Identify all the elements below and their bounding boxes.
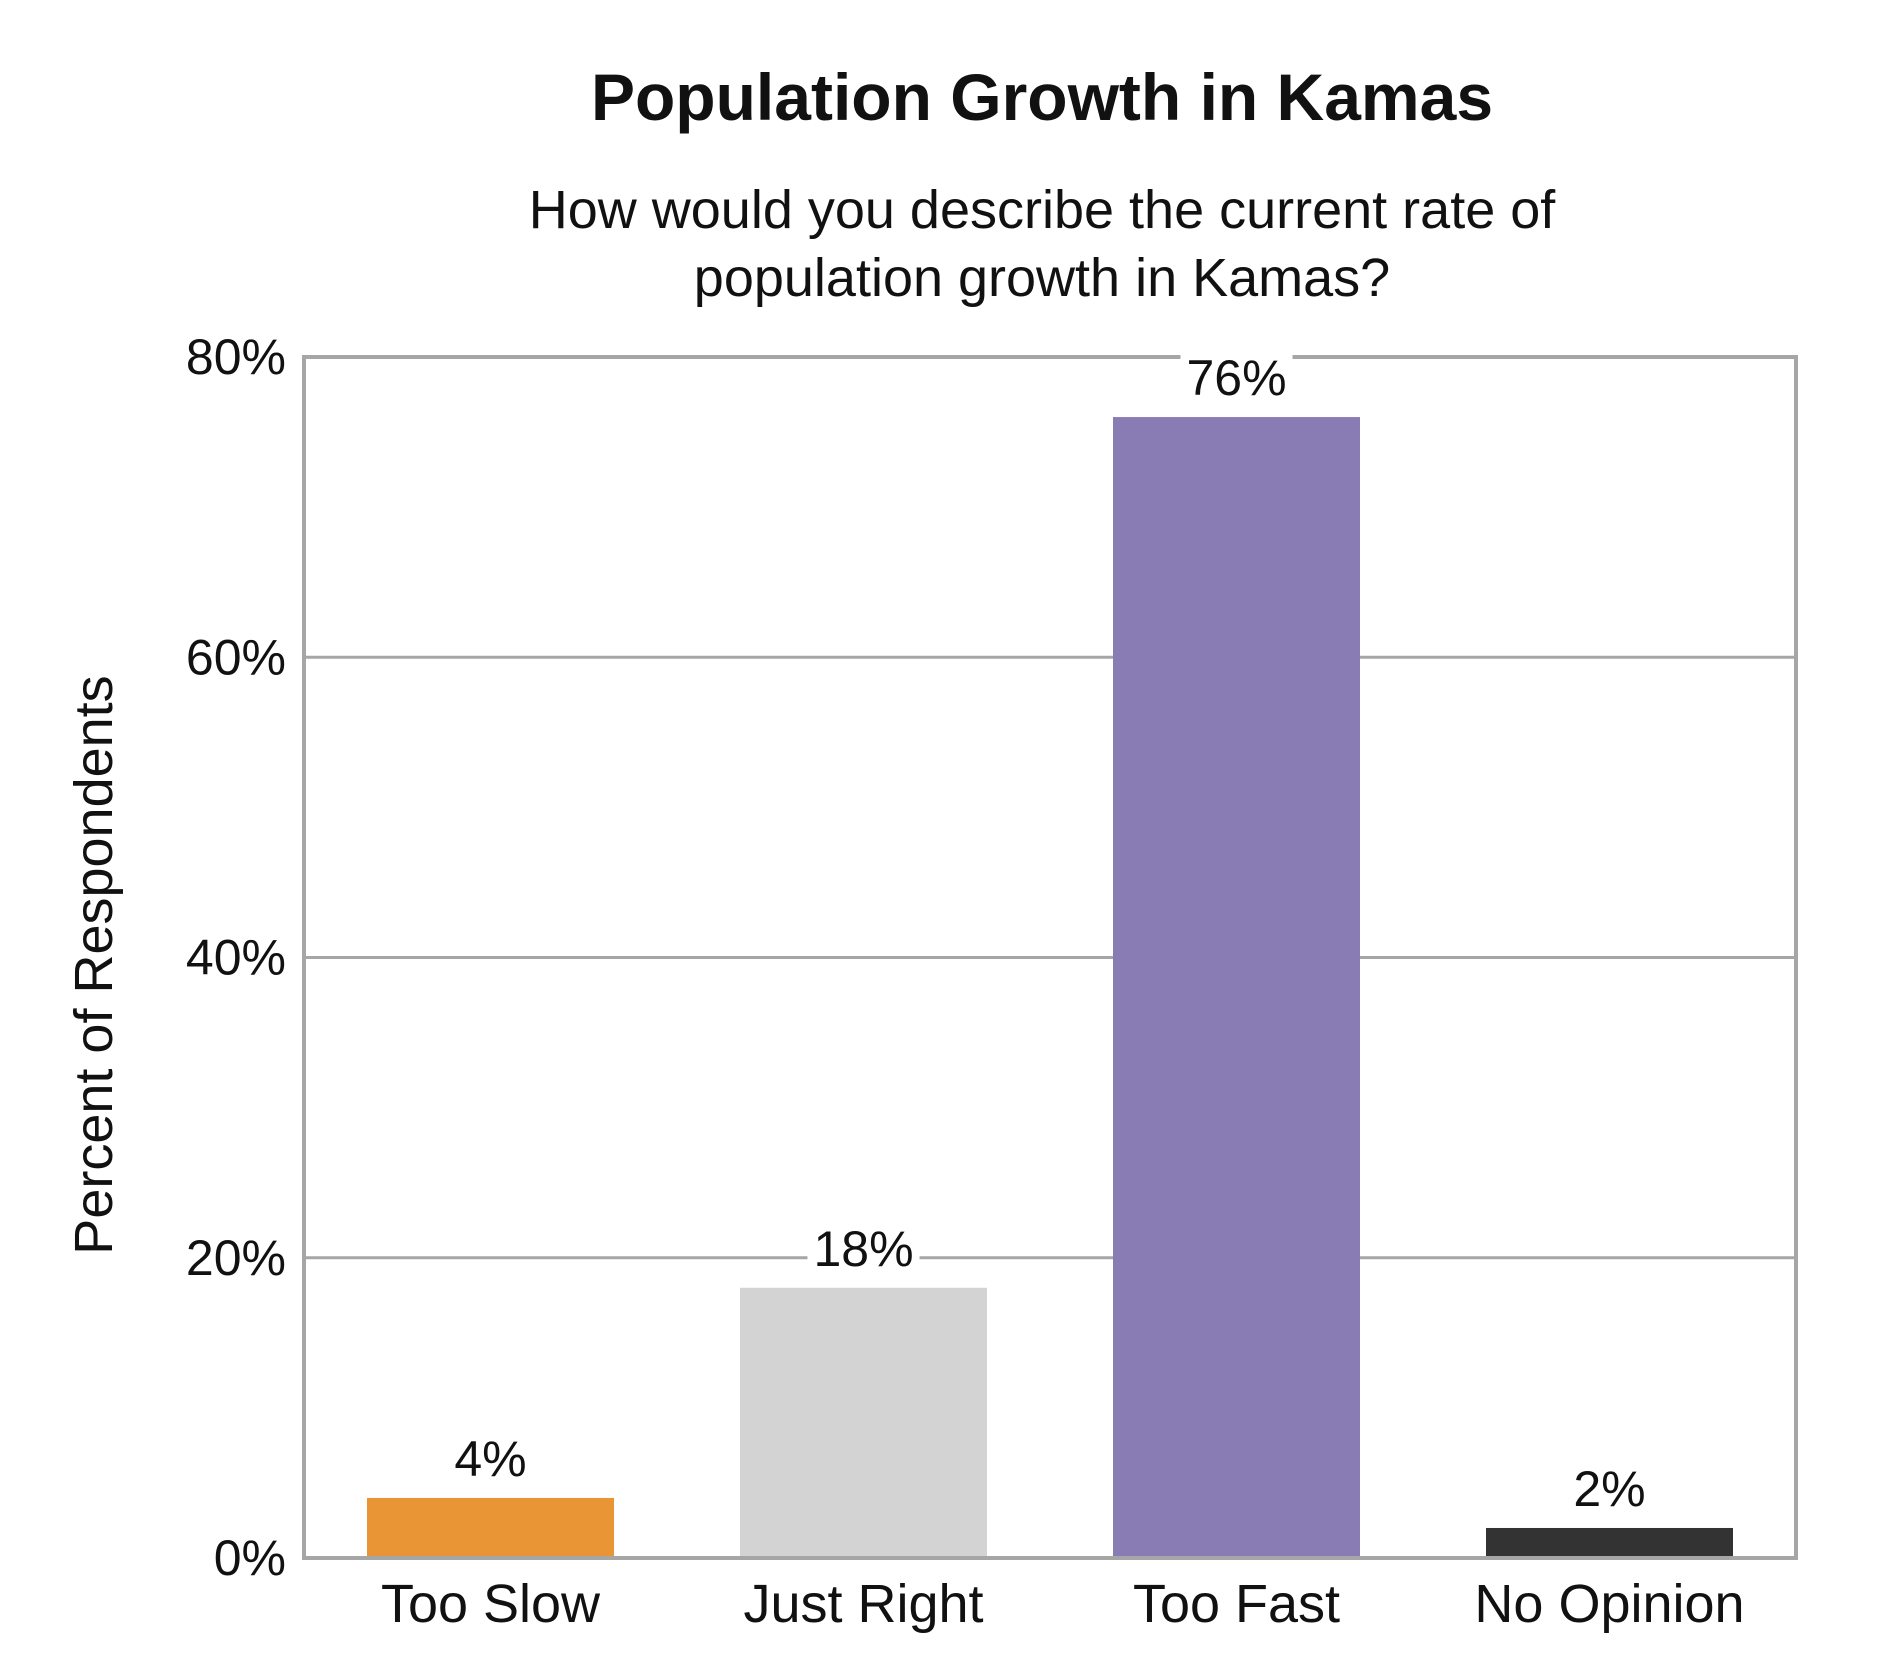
- data-label: 4%: [454, 1431, 526, 1487]
- data-label-background: [1567, 1464, 1652, 1513]
- value-labels: 4% 18% 76% 2%: [448, 350, 1652, 1517]
- bar: [1113, 417, 1360, 1558]
- data-label: 2%: [1573, 1461, 1645, 1517]
- bars: [367, 417, 1733, 1558]
- y-tick-label: 40%: [186, 930, 286, 986]
- data-label: 76%: [1186, 350, 1286, 406]
- x-tick-label: Too Slow: [381, 1574, 601, 1634]
- y-axis-title: Percent of Respondents: [64, 675, 124, 1254]
- data-label: 18%: [813, 1221, 913, 1277]
- chart-title: Population Growth in Kamas: [591, 60, 1493, 134]
- chart-subtitle-line-1: How would you describe the current rate …: [529, 180, 1557, 240]
- y-axis-ticks: 0% 20% 40% 60% 80%: [186, 329, 286, 1586]
- data-label-background: [448, 1434, 533, 1483]
- bar: [367, 1497, 614, 1558]
- data-label-background: [1180, 354, 1293, 403]
- x-tick-label: Too Fast: [1133, 1574, 1340, 1634]
- x-axis-categories: Too Slow Just Right Too Fast No Opinion: [381, 1574, 1745, 1634]
- gridlines: [304, 655, 1796, 1260]
- chart-subtitle-line-2: population growth in Kamas?: [694, 248, 1390, 308]
- data-label-background: [807, 1224, 920, 1273]
- bar: [740, 1287, 987, 1558]
- y-tick-label: 80%: [186, 329, 286, 385]
- plot-frame: [302, 355, 1798, 1560]
- x-tick-label: No Opinion: [1474, 1574, 1744, 1634]
- plot-border: [302, 355, 1798, 1560]
- y-tick-label: 20%: [186, 1230, 286, 1286]
- y-tick-label: 60%: [186, 629, 286, 685]
- y-tick-label: 0%: [214, 1530, 286, 1586]
- x-tick-label: Just Right: [743, 1574, 983, 1634]
- bar: [1486, 1527, 1733, 1558]
